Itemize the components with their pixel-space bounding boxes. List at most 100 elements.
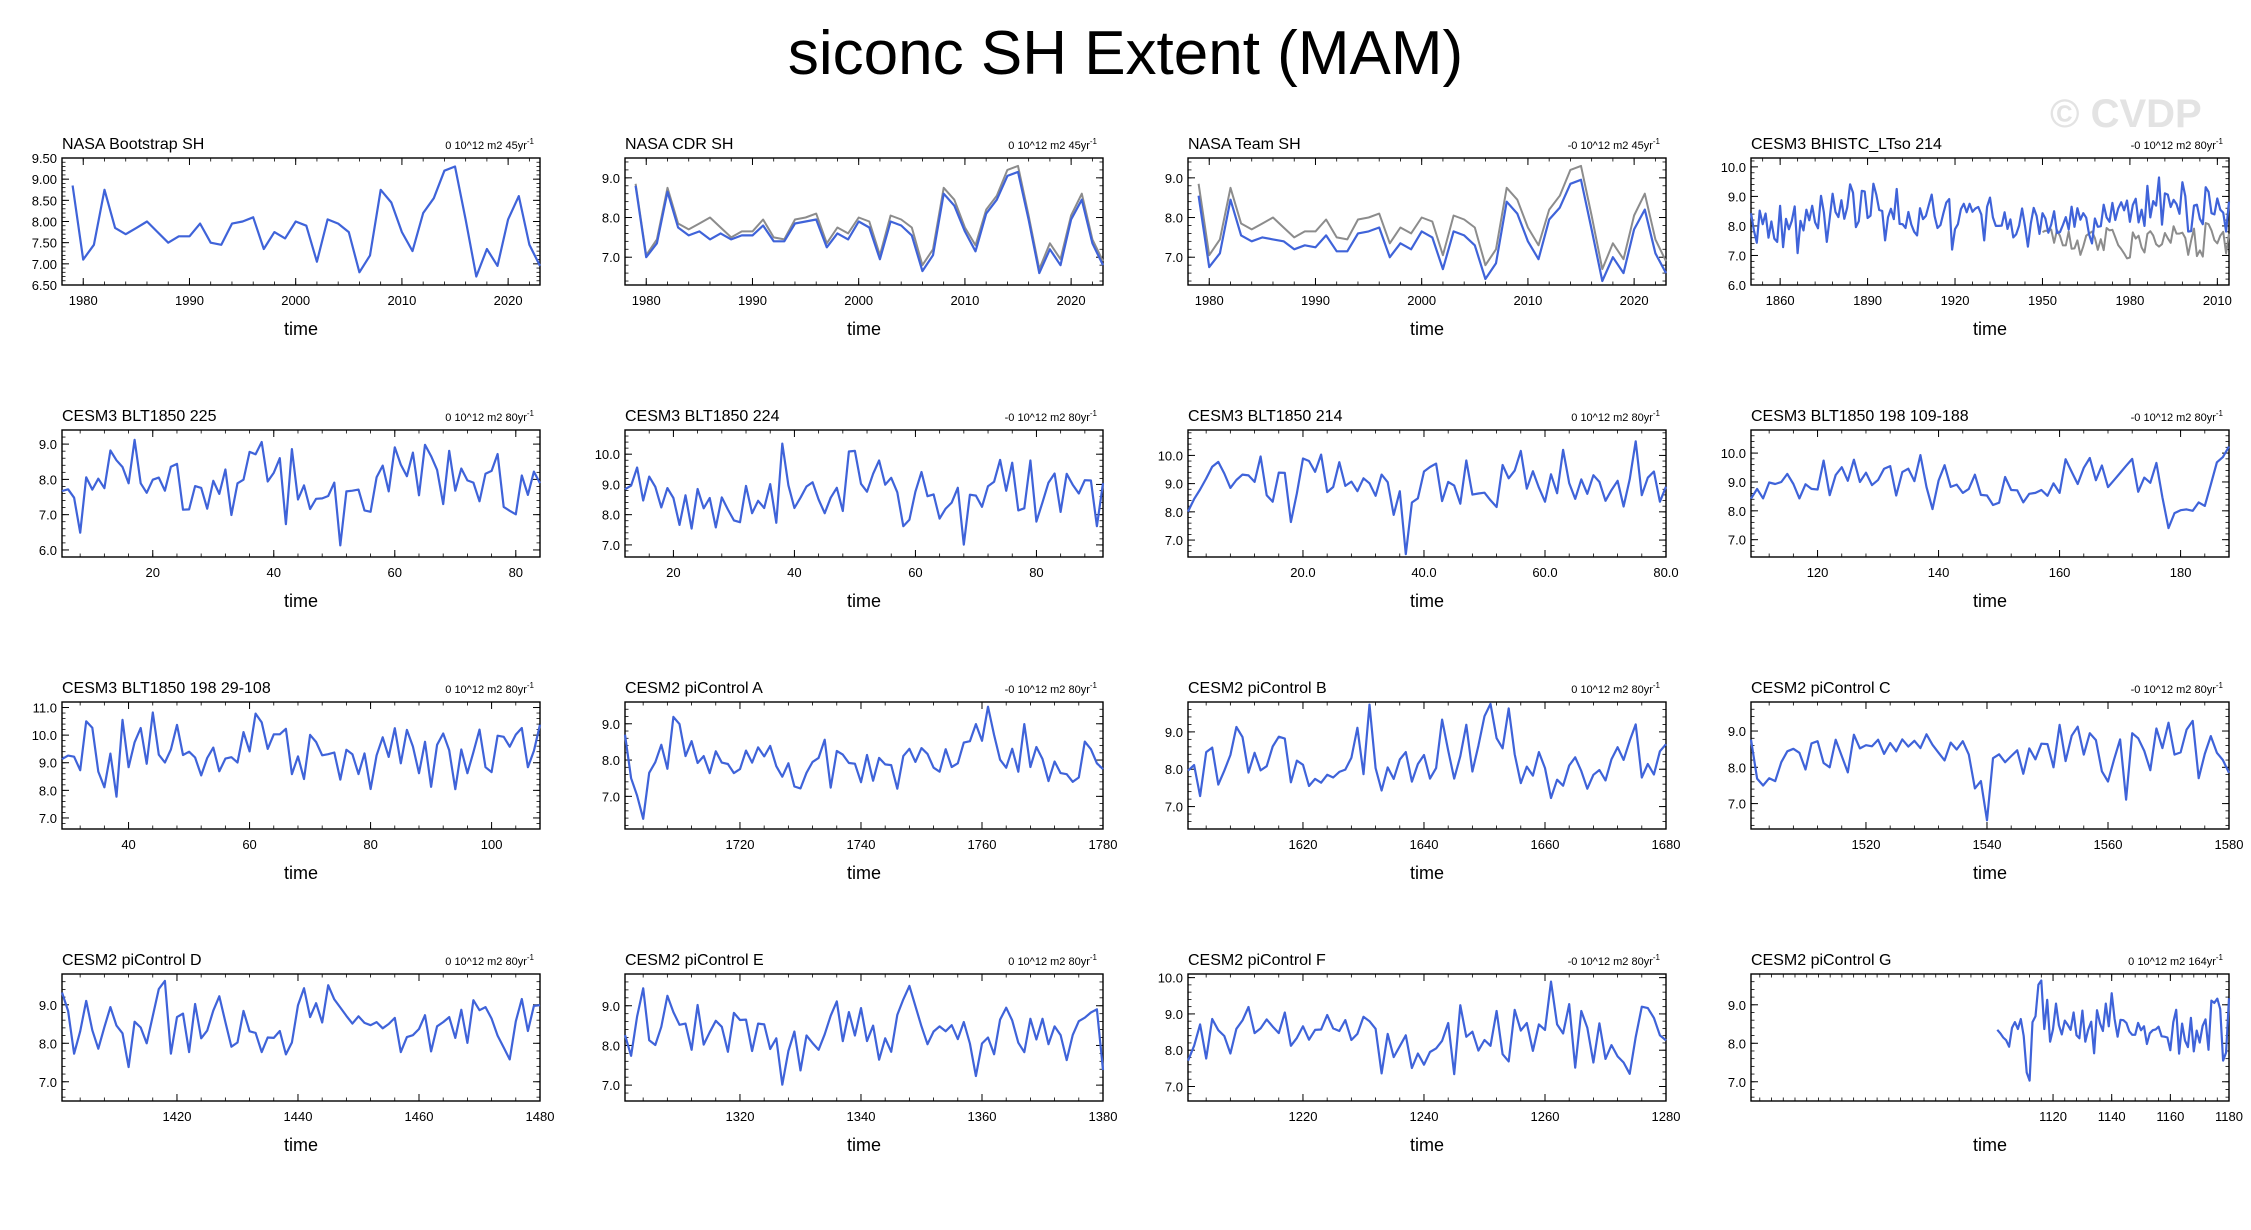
y-tick-label: 6.0 [39, 543, 57, 558]
x-axis-label: time [847, 591, 881, 611]
y-tick-label: 7.0 [39, 1075, 57, 1090]
trend-annotation: 0 10^12 m2 45yr-1 [1008, 137, 1097, 152]
panel-6: CESM3 BLT1850 224 -0 10^12 m2 80yr-1 time 7… [595, 408, 1105, 611]
y-tick-label: 10.0 [1158, 971, 1183, 986]
panel-title: CESM2 piControl C [1751, 680, 1891, 697]
x-tick-label: 1920 [1941, 293, 1970, 308]
panel-title: CESM3 BLT1850 225 [62, 408, 217, 425]
x-axis-label: time [1410, 1135, 1444, 1155]
y-tick-label: 8.0 [602, 211, 620, 226]
x-axis-label: time [847, 1135, 881, 1155]
trend-annotation: -0 10^12 m2 80yr-1 [2131, 409, 2224, 424]
x-tick-label: 1160 [2156, 1109, 2184, 1124]
panel-14: CESM2 piControl E 0 10^12 m2 80yr-1 time 7.… [602, 952, 1118, 1155]
y-tick-label: 8.0 [1165, 505, 1183, 520]
y-tick-label: 8.0 [1165, 211, 1183, 226]
panel-title: CESM2 piControl D [62, 952, 202, 969]
x-tick-label: 80 [1029, 565, 1043, 580]
panel-9: CESM3 BLT1850 198 29-108 0 10^12 m2 80yr-… [32, 680, 542, 883]
cvdp-watermark: © CVDP [2050, 92, 2202, 136]
x-tick-label: 2010 [950, 293, 979, 308]
panel-1: NASA Bootstrap SH 0 10^12 m2 45yr-1 time 6.… [32, 136, 541, 339]
x-tick-label: 80 [363, 837, 377, 852]
y-tick-label: 9.0 [602, 171, 620, 186]
y-tick-label: 10.0 [1158, 448, 1183, 463]
y-tick-label: 10.0 [595, 447, 620, 462]
y-tick-label: 8.0 [1165, 762, 1183, 777]
x-tick-label: 2010 [387, 293, 416, 308]
x-tick-label: 40 [121, 837, 135, 852]
x-tick-label: 1140 [2098, 1109, 2126, 1124]
x-tick-label: 1660 [1531, 837, 1560, 852]
y-tick-label: 9.0 [1165, 725, 1183, 740]
x-tick-label: 1480 [526, 1109, 555, 1124]
x-tick-label: 2020 [1057, 293, 1086, 308]
reference-series-line [1197, 164, 1667, 271]
y-tick-label: 6.50 [32, 278, 57, 293]
x-axis-label: time [284, 863, 318, 883]
y-tick-label: 8.0 [1728, 1036, 1746, 1051]
y-tick-label: 7.0 [602, 789, 620, 804]
x-tick-label: 1280 [1652, 1109, 1681, 1124]
y-tick-label: 7.0 [602, 538, 620, 553]
plot-frame [1750, 973, 2230, 1102]
x-tick-label: 1990 [175, 293, 204, 308]
series-line [1750, 445, 2230, 530]
plot-frame [624, 157, 1104, 286]
reference-series-line [2042, 222, 2230, 260]
x-tick-label: 1420 [163, 1109, 192, 1124]
series-line [60, 979, 541, 1069]
x-tick-label: 1620 [1289, 837, 1318, 852]
y-tick-label: 7.0 [602, 1078, 620, 1093]
trend-annotation: 0 10^12 m2 80yr-1 [1008, 953, 1097, 968]
y-tick-label: 7.0 [1165, 250, 1183, 265]
x-tick-label: 2000 [1407, 293, 1436, 308]
panel-title: CESM3 BLT1850 198 109-188 [1751, 408, 1969, 425]
y-tick-label: 7.0 [1728, 533, 1746, 548]
plot-frame [61, 157, 541, 286]
y-tick-label: 9.0 [1728, 475, 1746, 490]
panel-title: CESM3 BLT1850 198 29-108 [62, 680, 271, 697]
y-tick-label: 6.0 [1728, 278, 1746, 293]
panel-5: CESM3 BLT1850 225 0 10^12 m2 80yr-1 time 6.… [39, 408, 541, 611]
series-line [1996, 979, 2231, 1082]
y-tick-label: 9.0 [1728, 724, 1746, 739]
y-tick-label: 8.0 [1728, 504, 1746, 519]
x-axis-label: time [1410, 319, 1444, 339]
trend-annotation: 0 10^12 m2 80yr-1 [1571, 681, 1660, 696]
y-tick-label: 9.00 [32, 172, 57, 187]
plot-frame [1187, 429, 1667, 558]
x-tick-label: 2010 [1513, 293, 1542, 308]
x-tick-label: 2020 [494, 293, 523, 308]
x-tick-label: 1860 [1766, 293, 1795, 308]
panel-title: CESM2 piControl B [1188, 680, 1327, 697]
panel-13: CESM2 piControl D 0 10^12 m2 80yr-1 time 7.… [39, 952, 555, 1155]
x-axis-label: time [284, 591, 318, 611]
trend-annotation: 0 10^12 m2 80yr-1 [445, 409, 534, 424]
x-tick-label: 40 [787, 565, 801, 580]
x-tick-label: 1380 [1089, 1109, 1118, 1124]
trend-annotation: -0 10^12 m2 80yr-1 [2131, 137, 2224, 152]
plot-frame [1187, 701, 1667, 830]
x-tick-label: 1320 [726, 1109, 755, 1124]
x-tick-label: 60 [388, 565, 402, 580]
plot-frame [1187, 973, 1667, 1102]
y-tick-label: 8.0 [39, 1036, 57, 1051]
series-line [1187, 440, 1668, 556]
y-tick-label: 9.50 [32, 151, 57, 166]
panel-title: CESM2 piControl E [625, 952, 764, 969]
plot-frame [61, 701, 541, 830]
series-line [71, 165, 541, 278]
y-tick-label: 7.0 [1165, 533, 1183, 548]
x-tick-label: 1440 [284, 1109, 313, 1124]
x-tick-label: 1240 [1410, 1109, 1439, 1124]
y-tick-label: 8.50 [32, 193, 57, 208]
x-tick-label: 20 [666, 565, 680, 580]
x-tick-label: 80 [509, 565, 523, 580]
y-tick-label: 7.0 [1728, 797, 1746, 812]
x-tick-label: 40.0 [1411, 565, 1436, 580]
y-tick-label: 8.0 [39, 783, 57, 798]
x-tick-label: 60 [908, 565, 922, 580]
x-tick-label: 1540 [1973, 837, 2002, 852]
panel-12: CESM2 piControl C -0 10^12 m2 80yr-1 time 7… [1728, 680, 2244, 883]
